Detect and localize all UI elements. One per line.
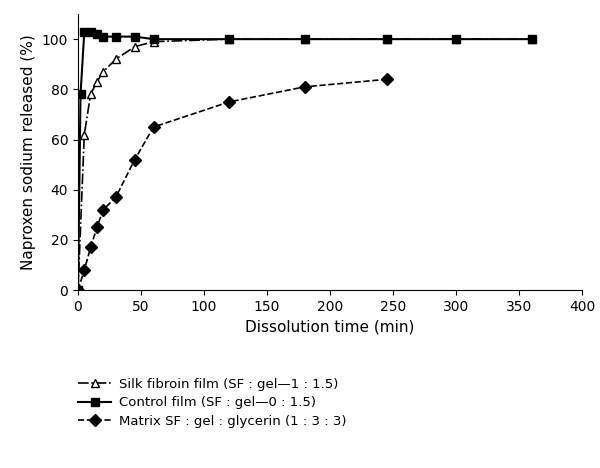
X-axis label: Dissolution time (min): Dissolution time (min) <box>245 320 415 335</box>
Legend: Silk fibroin film (SF : gel—1 : 1.5), Control film (SF : gel—0 : 1.5), Matrix SF: Silk fibroin film (SF : gel—1 : 1.5), Co… <box>74 374 351 431</box>
Y-axis label: Naproxen sodium released (%): Naproxen sodium released (%) <box>22 34 37 270</box>
